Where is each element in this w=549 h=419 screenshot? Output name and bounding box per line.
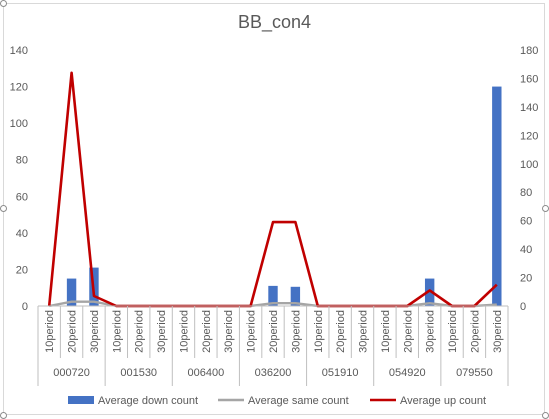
y-axis-tick-label: 80 xyxy=(16,155,28,167)
y2-axis-tick-label: 120 xyxy=(520,130,538,142)
y2-axis-tick-label: 140 xyxy=(520,102,538,114)
y2-axis-tick-label: 160 xyxy=(520,73,538,85)
legend-label: Average up count xyxy=(400,395,486,407)
y2-axis-tick-label: 40 xyxy=(520,244,532,256)
series-line-up[interactable] xyxy=(47,71,498,308)
x-axis-tick-label: 20period xyxy=(335,310,347,353)
y2-axis-tick-label: 100 xyxy=(520,159,538,171)
legend-label: Average same count xyxy=(248,395,349,407)
y-axis-tick-label: 60 xyxy=(16,191,28,203)
x-axis-tick-label: 10period xyxy=(111,310,123,353)
y2-axis-tick-label: 60 xyxy=(520,216,532,228)
x-axis-tick-label: 20period xyxy=(469,310,481,353)
y-axis-tick-label: 100 xyxy=(10,118,28,130)
x-axis-tick-label: 20period xyxy=(67,310,79,353)
legend-swatch-bar[interactable] xyxy=(68,396,94,404)
x-axis-tick-label: 10period xyxy=(447,310,459,353)
y-axis-tick-label: 40 xyxy=(16,228,28,240)
y2-axis-tick-label: 80 xyxy=(520,187,532,199)
x-axis-tick-label: 10period xyxy=(178,310,190,353)
y2-axis-tick-label: 0 xyxy=(520,301,526,313)
x-axis-tick-label: 20period xyxy=(134,310,146,353)
x-axis-tick-label: 10period xyxy=(44,310,56,353)
y2-axis-tick-label: 20 xyxy=(520,273,532,285)
bar[interactable] xyxy=(66,278,77,306)
x-axis-tick-label: 20period xyxy=(268,310,280,353)
x-axis-tick-label: 30period xyxy=(358,310,370,353)
x-axis-group-label: 051910 xyxy=(322,367,359,379)
bar[interactable] xyxy=(268,285,278,306)
x-axis-tick-label: 30period xyxy=(492,310,504,353)
x-axis-group-label: 000720 xyxy=(53,367,90,379)
y-axis-tick-label: 120 xyxy=(10,82,28,94)
x-axis-group-label: 036200 xyxy=(255,367,292,379)
y-axis-tick-label: 0 xyxy=(22,301,28,313)
chart-title: BB_con4 xyxy=(237,12,312,32)
x-axis-group-label: 054920 xyxy=(389,367,426,379)
x-axis-group-label: 079550 xyxy=(456,367,493,379)
x-axis-tick-label: 10period xyxy=(246,310,258,353)
x-axis-group-label: 006400 xyxy=(187,367,224,379)
bar[interactable] xyxy=(290,286,301,306)
y-axis-tick-label: 20 xyxy=(16,264,28,276)
x-axis-tick-label: 30period xyxy=(89,310,101,353)
resize-handle-top-left[interactable] xyxy=(0,0,7,7)
x-axis-tick-label: 20period xyxy=(201,310,213,353)
x-axis-tick-label: 30period xyxy=(223,310,235,353)
x-axis-tick-label: 30period xyxy=(290,310,302,353)
x-axis-tick-label: 10period xyxy=(380,310,392,353)
bar[interactable] xyxy=(424,278,435,306)
resize-handle-left[interactable] xyxy=(0,205,7,212)
x-axis-tick-label: 20period xyxy=(402,310,414,353)
x-axis-tick-label: 30period xyxy=(425,310,437,353)
legend-label: Average down count xyxy=(98,395,198,407)
bar[interactable] xyxy=(492,86,502,306)
x-axis-tick-label: 30period xyxy=(156,310,168,353)
x-axis-group-label: 001530 xyxy=(120,367,157,379)
y-axis-tick-label: 140 xyxy=(10,45,28,57)
y2-axis-tick-label: 180 xyxy=(520,45,538,57)
x-axis-tick-label: 10period xyxy=(313,310,325,353)
